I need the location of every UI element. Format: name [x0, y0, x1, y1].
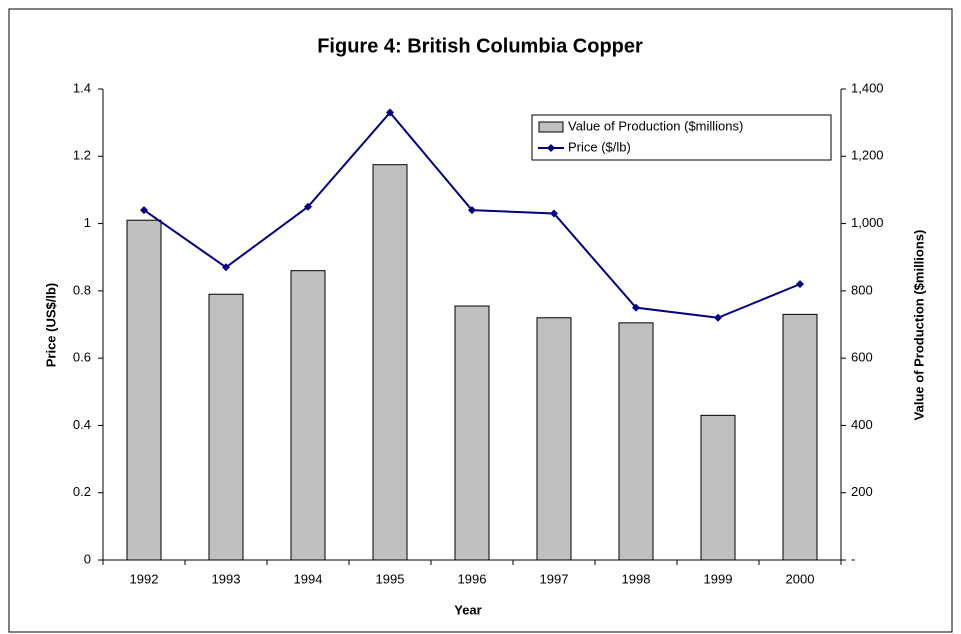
y2-tick-label: 200	[851, 484, 873, 499]
legend-marker	[547, 144, 555, 152]
bar	[700, 414, 736, 561]
x-tick-label: 1996	[458, 571, 487, 586]
y2-tick-label: 1,000	[851, 215, 884, 230]
marker	[796, 280, 804, 289]
y2-tick-label: 800	[851, 282, 873, 297]
bar	[536, 317, 572, 561]
marker	[304, 202, 312, 211]
y2-tick-label: 1,200	[851, 148, 884, 163]
x-tick-label: 1995	[376, 571, 405, 586]
y-tick-label: 0	[84, 551, 91, 566]
x-tick-label: 1993	[212, 571, 241, 586]
y2-tick-label: -	[851, 551, 855, 566]
x-axis-label: Year	[454, 602, 481, 617]
marker	[386, 108, 394, 117]
x-tick-label: 1992	[130, 571, 159, 586]
y-tick-label: 0.2	[73, 484, 91, 499]
y-axis-label: Price (US$/lb)	[43, 283, 58, 368]
marker	[222, 263, 230, 272]
bar	[782, 313, 818, 561]
bar	[454, 305, 490, 561]
marker	[140, 206, 148, 215]
bar	[126, 219, 162, 561]
marker	[714, 313, 722, 322]
y2-axis-label: Value of Production ($millions)	[911, 230, 926, 421]
y2-tick-label: 400	[851, 417, 873, 432]
y-tick-label: 0.6	[73, 350, 91, 365]
bar	[290, 270, 326, 561]
bar	[372, 164, 408, 561]
y-tick-label: 1	[84, 215, 91, 230]
marker	[468, 206, 476, 215]
chart-title: Figure 4: British Columbia Copper	[317, 35, 643, 57]
x-tick-label: 1997	[540, 571, 569, 586]
y-tick-label: 1.2	[73, 148, 91, 163]
x-tick-label: 1999	[704, 571, 733, 586]
y-tick-label: 1.4	[73, 80, 91, 95]
bar	[618, 322, 654, 561]
y2-tick-label: 600	[851, 350, 873, 365]
legend-label: Price ($/lb)	[568, 139, 631, 154]
x-tick-label: 1998	[622, 571, 651, 586]
legend-label: Value of Production ($millions)	[568, 118, 743, 133]
marker	[632, 303, 640, 312]
marker	[550, 209, 558, 218]
legend-box	[531, 114, 832, 161]
y2-tick-label: 1,400	[851, 80, 884, 95]
legend-swatch	[538, 121, 564, 133]
y-tick-label: 0.4	[73, 417, 91, 432]
x-tick-label: 1994	[294, 571, 323, 586]
bar	[208, 293, 244, 561]
x-tick-label: 2000	[786, 571, 815, 586]
y-tick-label: 0.8	[73, 282, 91, 297]
